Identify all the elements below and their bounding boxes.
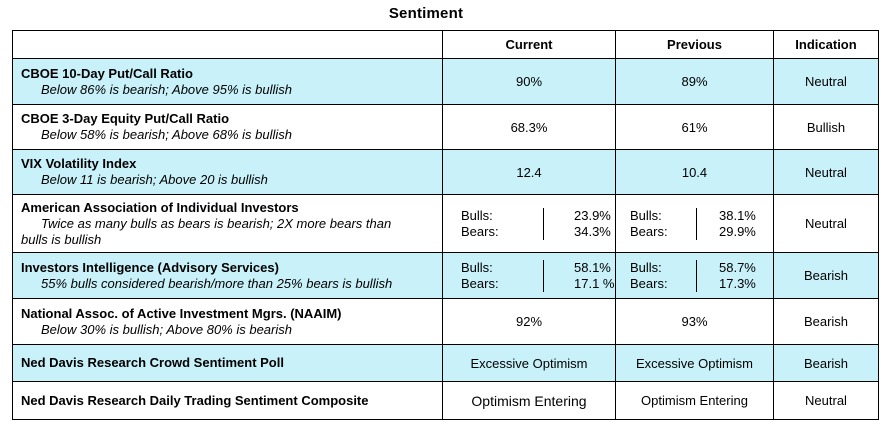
header-indicator — [12, 30, 443, 59]
bears-value: 17.3% — [719, 275, 756, 291]
current-value: 12.4 — [442, 149, 616, 195]
table-row: National Assoc. of Active Investment Mgr… — [12, 298, 879, 345]
previous-value: Excessive Optimism — [615, 344, 774, 382]
indicator-cell: Investors Intelligence (Advisory Service… — [12, 252, 443, 299]
previous-value: 61% — [615, 104, 774, 150]
indicator-rule: 55% bulls considered bearish/more than 2… — [41, 275, 393, 291]
table-row: Investors Intelligence (Advisory Service… — [12, 252, 879, 299]
indicator-rule: Below 30% is bullish; Above 80% is beari… — [41, 321, 292, 337]
bears-value: 17.1 % — [574, 275, 615, 291]
indicator-name: CBOE 10-Day Put/Call Ratio — [21, 65, 193, 81]
table-row: Ned Davis Research Daily Trading Sentime… — [12, 381, 879, 420]
current-value: 92% — [442, 298, 616, 345]
bears-label: Bears: — [630, 223, 668, 239]
indicator-cell: VIX Volatility Index Below 11 is bearish… — [12, 149, 443, 195]
table-row: American Association of Individual Inves… — [12, 194, 879, 253]
indication-value: Bullish — [773, 104, 879, 150]
indicator-name: CBOE 3-Day Equity Put/Call Ratio — [21, 111, 230, 126]
indicator-rule: Below 86% is bearish; Above 95% is bulli… — [41, 81, 292, 97]
header-previous: Previous — [615, 30, 774, 59]
bulls-label: Bulls: — [461, 207, 493, 223]
indication-value: Bearish — [773, 298, 879, 345]
bulls-label: Bulls: — [461, 259, 493, 275]
sentiment-table: Current Previous Indication CBOE 10-Day … — [12, 30, 879, 420]
current-value: Bulls: Bears: 23.9% 34.3% — [442, 194, 616, 253]
bulls-label: Bulls: — [630, 259, 662, 275]
indicator-name: Ned Davis Research Daily Trading Sentime… — [21, 392, 369, 408]
indication-value: Neutral — [773, 194, 879, 253]
header-current: Current — [442, 30, 616, 59]
table-row: CBOE 10-Day Put/Call Ratio Below 86% is … — [12, 58, 879, 105]
indicator-rule: Below 11 is bearish; Above 20 is bullish — [41, 172, 268, 187]
table-row: VIX Volatility Index Below 11 is bearish… — [12, 149, 879, 195]
table-row: CBOE 3-Day Equity Put/Call Ratio Below 5… — [12, 104, 879, 150]
previous-value: Bulls: Bears: 38.1% 29.9% — [615, 194, 774, 253]
current-value: 90% — [442, 58, 616, 105]
bulls-label: Bulls: — [630, 207, 662, 223]
indicator-rule-continued: bulls is bullish — [21, 231, 102, 247]
indicator-name: National Assoc. of Active Investment Mgr… — [21, 305, 342, 321]
current-value: 68.3% — [442, 104, 616, 150]
indicator-cell: CBOE 3-Day Equity Put/Call Ratio Below 5… — [12, 104, 443, 150]
table-row: Ned Davis Research Crowd Sentiment Poll … — [12, 344, 879, 382]
previous-value: Optimism Entering — [615, 381, 774, 420]
bears-label: Bears: — [461, 275, 499, 291]
indicator-name: Investors Intelligence (Advisory Service… — [21, 259, 279, 275]
previous-value: 89% — [615, 58, 774, 105]
current-value: Bulls: Bears: 58.1% 17.1 % — [442, 252, 616, 299]
header-row: Current Previous Indication — [12, 30, 879, 59]
bulls-value: 38.1% — [719, 207, 756, 223]
current-value: Optimism Entering — [442, 381, 616, 420]
indication-value: Bearish — [773, 252, 879, 299]
page-title: Sentiment — [388, 5, 464, 22]
current-value: Excessive Optimism — [442, 344, 616, 382]
bears-label: Bears: — [630, 275, 668, 291]
bulls-value: 58.1% — [574, 259, 611, 275]
indicator-name: VIX Volatility Index — [21, 156, 137, 171]
indicator-cell: American Association of Individual Inves… — [12, 194, 443, 253]
indication-value: Neutral — [773, 58, 879, 105]
bears-label: Bears: — [461, 223, 499, 239]
header-indication: Indication — [773, 30, 879, 59]
indicator-cell: CBOE 10-Day Put/Call Ratio Below 86% is … — [12, 58, 443, 105]
indicator-rule: Below 58% is bearish; Above 68% is bulli… — [41, 127, 292, 142]
indicator-cell: Ned Davis Research Crowd Sentiment Poll — [12, 344, 443, 382]
bears-value: 29.9% — [719, 223, 756, 239]
indicator-name: Ned Davis Research Crowd Sentiment Poll — [21, 355, 284, 370]
indication-value: Neutral — [773, 381, 879, 420]
indication-value: Neutral — [773, 149, 879, 195]
bulls-value: 23.9% — [574, 207, 611, 223]
previous-value: 10.4 — [615, 149, 774, 195]
indicator-name: American Association of Individual Inves… — [21, 199, 299, 215]
previous-value: 93% — [615, 298, 774, 345]
bulls-value: 58.7% — [719, 259, 756, 275]
indicator-rule: Twice as many bulls as bears is bearish;… — [41, 215, 392, 231]
previous-value: Bulls: Bears: 58.7% 17.3% — [615, 252, 774, 299]
indicator-cell: Ned Davis Research Daily Trading Sentime… — [12, 381, 443, 420]
bears-value: 34.3% — [574, 223, 611, 239]
indication-value: Bearish — [773, 344, 879, 382]
indicator-cell: National Assoc. of Active Investment Mgr… — [12, 298, 443, 345]
